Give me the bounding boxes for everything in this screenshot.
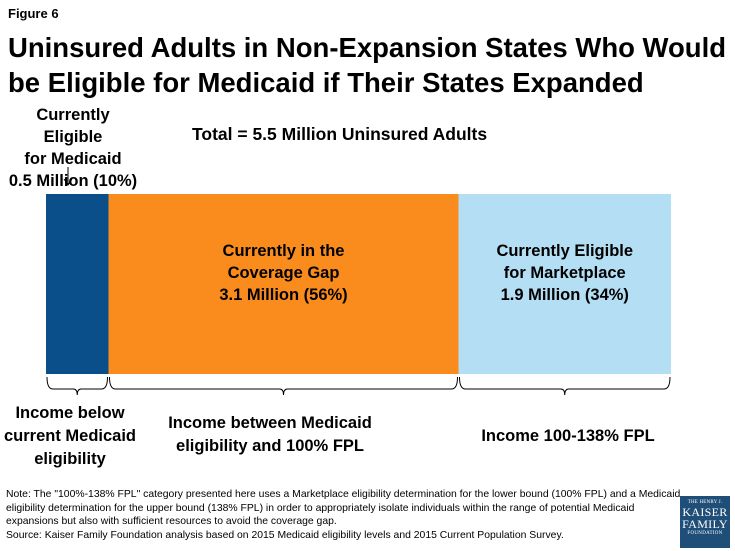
note-text: Note: The "100%-138% FPL" category prese… <box>6 489 681 527</box>
segment-label-marketplace: Currently Eligible <box>496 242 633 260</box>
bracket-label-line: Income below <box>15 404 125 422</box>
chart-title: Uninsured Adults in Non-Expansion States… <box>8 32 727 98</box>
logo-line: KAISER <box>682 505 728 519</box>
bracket-label-marketplace: Income 100-138% FPL <box>458 425 678 448</box>
bracket-label-line: eligibility and 100% FPL <box>176 437 364 455</box>
bracket-marketplace <box>459 376 671 396</box>
bar-segment-marketplace <box>458 194 671 374</box>
bracket-label-line: current Medicaid <box>3 427 137 445</box>
bracket-label-line: Income 100-138% FPL <box>481 427 655 445</box>
annotation-line: for Medicaid <box>24 150 122 168</box>
down-arrow-icon <box>63 167 73 186</box>
bracket-label-gap: Income between Medicaid eligibility and 1… <box>140 412 400 458</box>
segment-label-gap: Currently in the <box>223 242 345 260</box>
kff-logo: THE HENRY J. KAISER FAMILY FOUNDATION <box>680 496 730 548</box>
source-text: Source: Kaiser Family Foundation analysi… <box>6 529 564 541</box>
footnote: Note: The "100%-138% FPL" category prese… <box>6 488 686 542</box>
bar-segment-gap <box>108 194 459 374</box>
logo-line: FAMILY <box>682 517 728 531</box>
figure-label: Figure 6 <box>8 6 59 21</box>
bracket-medicaid <box>46 376 108 396</box>
bar-segment-medicaid <box>46 194 109 374</box>
segment-label-gap: Coverage Gap <box>228 264 340 282</box>
stacked-bar-chart: Currently in the Coverage Gap 3.1 Million … <box>46 194 671 396</box>
segment-label-marketplace: 1.9 Million (34%) <box>501 286 629 304</box>
medicaid-eligible-annotation: Currently Eligible for Medicaid 0.5 Mill… <box>6 104 140 192</box>
bracket-gap <box>109 376 458 396</box>
bracket-label-medicaid: Income below current Medicaid eligibility <box>0 402 140 471</box>
logo-line: FOUNDATION <box>687 531 723 536</box>
bracket-label-line: eligibility <box>34 450 106 468</box>
segment-label-gap: 3.1 Million (56%) <box>219 286 347 304</box>
logo-line: THE HENRY J. <box>687 500 723 505</box>
bracket-label-line: Income between Medicaid <box>168 414 372 432</box>
segment-label-marketplace: for Marketplace <box>504 264 626 282</box>
total-label: Total = 5.5 Million Uninsured Adults <box>192 124 488 144</box>
annotation-line: Currently Eligible <box>36 106 110 146</box>
annotation-line: 0.5 Million (10%) <box>8 172 138 190</box>
